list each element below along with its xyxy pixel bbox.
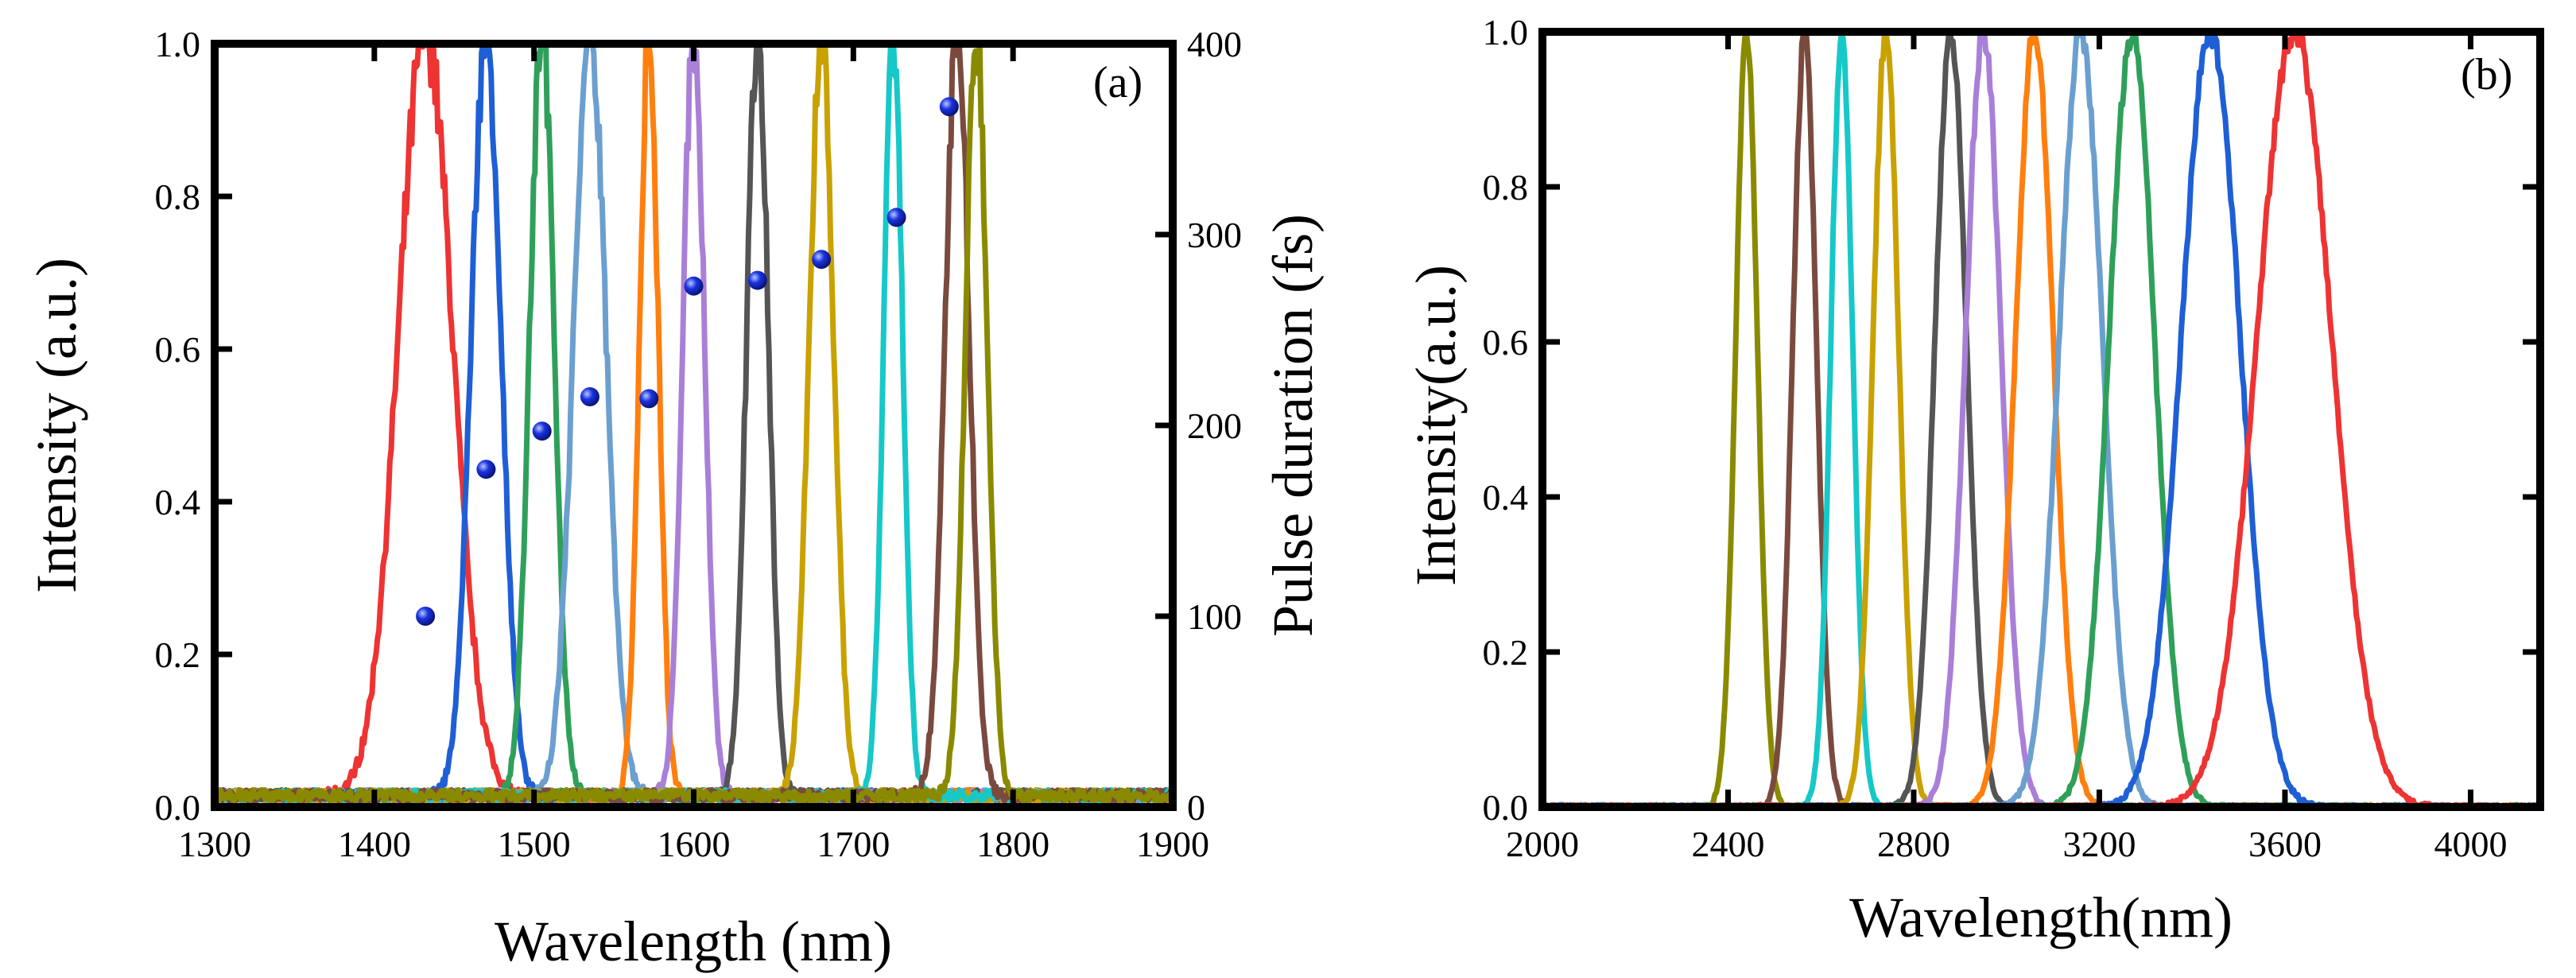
series-line-spectrum-1725: [215, 44, 1173, 805]
panel-label-b: (b): [2461, 50, 2512, 99]
x-tick-label: 1400: [338, 824, 411, 864]
spectra-b: [1542, 32, 2540, 807]
pulse-duration-point: [684, 276, 704, 296]
x-tick-label: 1800: [976, 824, 1049, 864]
plot-frame-a: [211, 40, 1177, 811]
ticks-a: 1300 1400 1500 1600 1700 1800 1900 0.0 0.2 0.4 0.6…: [155, 24, 1243, 864]
series-line-spectrum-1680: [215, 44, 1173, 805]
series-line-spectrum-1775: [215, 44, 1173, 805]
y-axis-title-a: Intensity (a.u.): [25, 258, 88, 593]
x-tick-label: 1700: [817, 824, 890, 864]
plot-frame-b: [1538, 28, 2544, 811]
series-line-spectrum-1430: [215, 44, 1173, 805]
series-line-spectrum-1600: [215, 44, 1173, 805]
y-tick-label: 0.0: [1483, 787, 1529, 828]
series-line-spectrum-1640: [215, 44, 1173, 805]
y-tick-label: 0.4: [155, 482, 201, 522]
series-line-spectrum-1470: [215, 44, 1173, 805]
y-tick-label: 0.6: [1483, 322, 1529, 363]
y-tick-label: 1.0: [1483, 12, 1529, 52]
series-line-spectrum-1572: [215, 44, 1173, 805]
spectra-a: [215, 44, 1173, 805]
pulse-duration-point: [639, 389, 659, 409]
series-line-spectrum-2740: [1542, 32, 2540, 807]
panel-b: 2000 2400 2800 3200 3600 4000 0.0 0.2 0.4 0.6 0.8 1…: [1404, 12, 2544, 949]
x-tick-label: 1900: [1136, 824, 1209, 864]
y-tick-label: 0.0: [155, 787, 201, 828]
x-tick-label: 2000: [1506, 824, 1579, 864]
x-axis-title-a: Wavelength (nm): [495, 910, 892, 973]
series-line-spectrum-2640: [1542, 32, 2540, 807]
y2-tick-label: 400: [1187, 24, 1242, 64]
y2-tick-label: 300: [1187, 215, 1242, 255]
pulse-duration-point: [580, 387, 599, 406]
x-tick-label: 3600: [2248, 824, 2322, 864]
x-tick-label: 1500: [498, 824, 571, 864]
series-line-spectrum-3160: [1542, 32, 2540, 807]
y2-tick-label: 100: [1187, 596, 1242, 637]
pulse-duration-points: [416, 97, 959, 626]
series-line-spectrum-3620: [1542, 32, 2540, 807]
pulse-duration-point: [812, 250, 832, 270]
pulse-duration-point: [476, 460, 496, 479]
panel-label-a: (a): [1093, 58, 1143, 107]
series-line-spectrum-3270: [1542, 32, 2540, 807]
y-tick-label: 0.2: [155, 635, 201, 675]
series-line-spectrum-2880: [1542, 32, 2540, 807]
pulse-duration-point: [747, 270, 767, 290]
panel-a: 1300 1400 1500 1600 1700 1800 1900 0.0 0.2 0.4 0.6…: [25, 24, 1325, 973]
y-tick-label: 1.0: [155, 24, 201, 64]
y-tick-label: 0.8: [1483, 167, 1529, 208]
pulse-duration-point: [416, 607, 436, 626]
x-axis-title-b: Wavelength(nm): [1849, 886, 2233, 949]
x-tick-label: 3200: [2062, 824, 2136, 864]
series-line-spectrum-1505: [215, 44, 1173, 805]
x-tick-label: 1300: [178, 824, 251, 864]
ticks-b: 2000 2400 2800 3200 3600 4000 0.0 0.2 0.4 0.6 0.8 1…: [1483, 12, 2540, 864]
y2-tick-label: 200: [1187, 406, 1242, 446]
x-tick-label: 1600: [658, 824, 731, 864]
y2-axis-title-a: Pulse duration (fs): [1261, 214, 1325, 637]
y-tick-label: 0.8: [155, 177, 201, 217]
series-line-spectrum-2560: [1542, 32, 2540, 807]
y-tick-label: 0.2: [1483, 632, 1529, 673]
pulse-duration-point: [939, 97, 959, 117]
pulse-duration-point: [532, 421, 552, 441]
series-line-spectrum-1535: [215, 44, 1173, 805]
y-tick-label: 0.4: [1483, 477, 1529, 518]
series-line-spectrum-1765: [215, 44, 1173, 805]
y-tick-label: 0.6: [155, 329, 201, 370]
series-line-spectrum-3060: [1542, 32, 2540, 807]
series-line-spectrum-2440: [1542, 32, 2540, 807]
y2-tick-label: 0: [1187, 787, 1205, 828]
series-line-spectrum-2950: [1542, 32, 2540, 807]
x-tick-label: 2800: [1877, 824, 1950, 864]
pulse-duration-point: [886, 208, 906, 227]
x-tick-label: 4000: [2434, 824, 2507, 864]
y-axis-title-b: Intensity(a.u.): [1404, 265, 1468, 586]
x-tick-label: 2400: [1691, 824, 1764, 864]
series-line-spectrum-3440: [1542, 32, 2540, 807]
